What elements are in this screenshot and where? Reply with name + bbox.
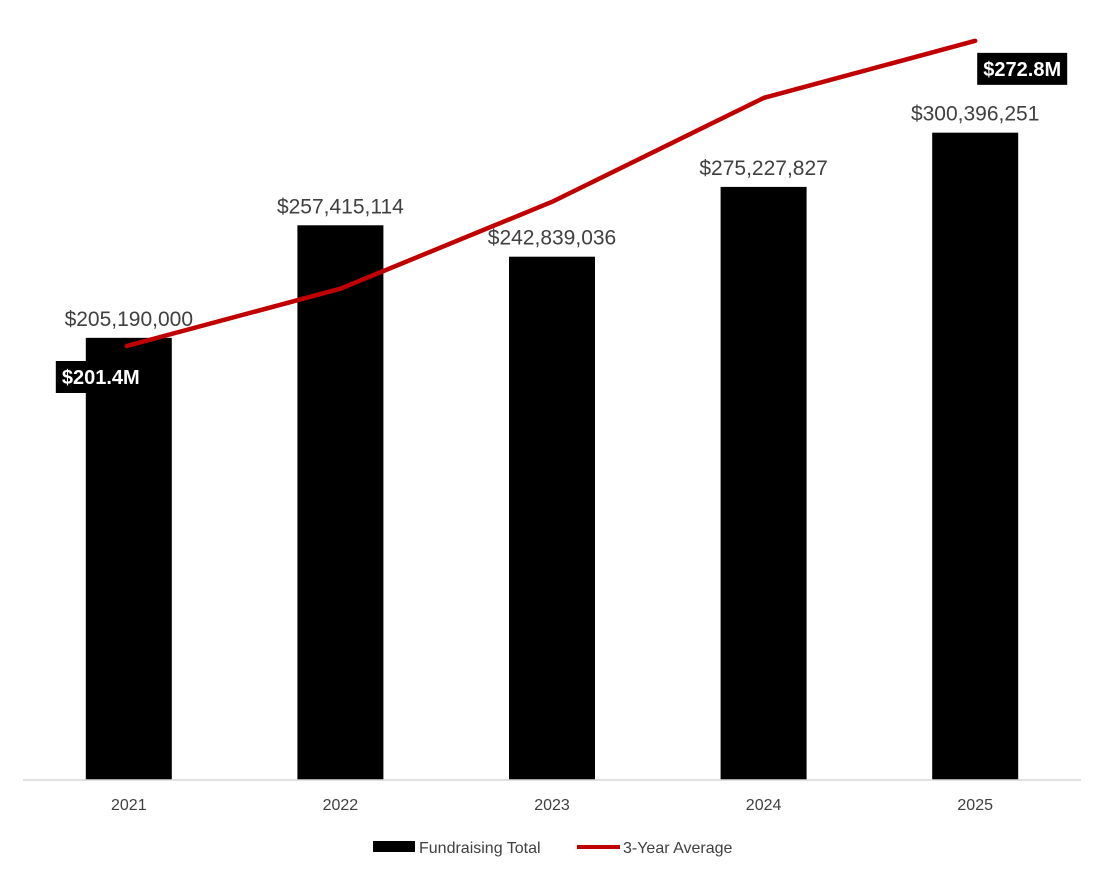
line-layer: [124, 38, 978, 349]
legend-swatch-fundraising-total: [373, 841, 415, 852]
bar-labels-layer: $205,190,000 $257,415,114 $242,839,036 $275…: [65, 103, 1040, 331]
avg-label-box-2021: [55, 360, 146, 393]
bar-value-label-2023: $242,839,036: [488, 227, 616, 250]
bar-2022: [297, 225, 384, 780]
bar-2025: [932, 132, 1019, 780]
bar-value-label-2025: $300,396,251: [911, 103, 1039, 126]
bar-2021: [85, 337, 172, 780]
avg-label-box-2025: [977, 52, 1068, 85]
bar-value-label-2024: $275,227,827: [699, 157, 827, 180]
legend-label-fundraising-total: Fundraising Total: [419, 840, 541, 857]
bars-layer: [85, 132, 1019, 780]
bar-value-label-2021: $205,190,000: [65, 308, 193, 331]
avg-label-2025: $272.8M: [977, 52, 1068, 85]
ticks-layer: 2021 2022 2023 2024 2025: [111, 797, 993, 814]
avg-label-text-2021: $201.4M: [62, 367, 140, 389]
x-tick-label-2024: 2024: [746, 797, 782, 814]
avg-labels-layer: $201.4M $272.8M: [55, 52, 1068, 393]
avg-label-text-2025: $272.8M: [983, 59, 1061, 81]
bar-2024: [720, 186, 807, 780]
legend: Fundraising Total 3-Year Average: [373, 840, 733, 857]
bar-value-label-2022: $257,415,114: [277, 195, 404, 218]
x-tick-label-2023: 2023: [534, 797, 570, 814]
bar-2023: [509, 256, 595, 780]
legend-label-3-year-average: 3-Year Average: [623, 840, 733, 857]
x-tick-label-2022: 2022: [323, 797, 359, 814]
x-tick-label-2021: 2021: [111, 797, 147, 814]
avg-label-2021: $201.4M: [55, 360, 146, 393]
x-tick-label-2025: 2025: [957, 797, 993, 814]
line-3-year-average: [124, 38, 978, 349]
